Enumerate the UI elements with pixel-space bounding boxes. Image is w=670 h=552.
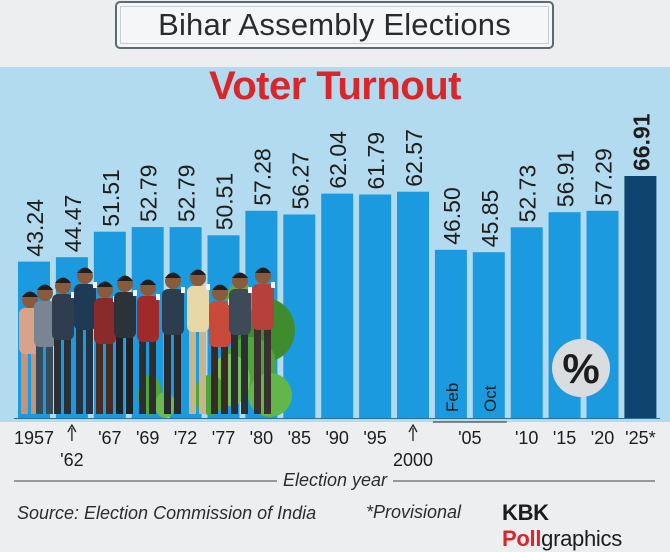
bar	[472, 252, 505, 418]
page-title: Bihar Assembly Elections	[158, 7, 511, 42]
tick-label: '72	[174, 428, 197, 448]
bar-chart: 43.24 44.47 51.51 52.79 52.79 50.51 57.28 56.27…	[14, 113, 660, 482]
brand-part-2: Poll	[502, 526, 542, 551]
voter-figure	[114, 275, 137, 414]
tick-label: '69	[136, 428, 159, 448]
data-label: 52.73	[515, 165, 541, 223]
data-label: 66.91	[628, 113, 654, 171]
data-label: 51.51	[98, 169, 124, 227]
tick-label: '95	[363, 428, 386, 448]
brand-logo: KBK Pollgraphics	[502, 500, 670, 552]
tick-label: '62	[60, 450, 83, 470]
tick-label: '85	[288, 428, 311, 448]
data-label: 46.50	[439, 187, 465, 245]
tick-arrow-head	[408, 423, 418, 433]
voter-figure	[229, 272, 252, 414]
bar	[434, 249, 467, 418]
bar	[510, 227, 543, 418]
percent-symbol: %	[562, 345, 599, 392]
percent-badge	[552, 339, 610, 397]
tick-label: '77	[212, 428, 235, 448]
title-box: Bihar Assembly Elections	[115, 1, 554, 49]
voter-figure	[34, 284, 57, 414]
tick-label: '90	[325, 428, 348, 448]
data-label: 62.04	[325, 131, 351, 189]
tick-label: '25*	[625, 428, 655, 448]
tick-label: '15	[553, 428, 576, 448]
tick-label-group: '05	[458, 428, 481, 448]
tick-label: 1957	[14, 428, 54, 448]
tick-label: Oct	[481, 385, 500, 412]
voter-figure	[209, 284, 232, 414]
brand-part-3: graphics	[541, 526, 622, 551]
data-label: 57.28	[249, 148, 275, 206]
tick-label: '20	[591, 428, 614, 448]
data-label: 44.47	[60, 195, 86, 253]
data-label: 61.79	[363, 132, 389, 190]
data-label: 57.29	[591, 148, 617, 206]
data-label: 56.91	[553, 150, 579, 208]
data-label: 52.79	[174, 165, 200, 223]
tick-label: '67	[98, 428, 121, 448]
voters-illustration	[19, 267, 295, 418]
data-label: 62.57	[401, 129, 427, 187]
chart-subtitle: Voter Turnout	[209, 64, 461, 108]
voter-figure	[74, 267, 97, 414]
data-label: 45.85	[477, 190, 503, 248]
brand-part-1: KBK	[502, 500, 549, 525]
bar	[359, 194, 392, 418]
voter-figure	[52, 277, 75, 414]
source-note: Source: Election Commission of India	[17, 503, 317, 523]
bar	[321, 193, 354, 418]
bar	[624, 176, 657, 418]
data-label: 52.79	[136, 165, 162, 223]
x-axis-label: Election year	[276, 470, 394, 490]
tick-label: Feb	[443, 383, 462, 412]
data-label: 43.24	[22, 199, 48, 257]
tick-label: '10	[515, 428, 538, 448]
voter-figure	[252, 267, 275, 414]
bar	[397, 191, 429, 418]
voter-figure	[137, 279, 160, 414]
provisional-note: *Provisional	[366, 502, 462, 522]
voter-figure	[162, 272, 185, 414]
tick-label: 2000	[393, 450, 433, 470]
x-axis-title: Election year	[0, 470, 670, 491]
data-label: 56.27	[287, 152, 313, 210]
tick-arrow-head	[67, 423, 77, 433]
tick-label: '80	[250, 428, 273, 448]
voter-figure	[187, 269, 210, 414]
data-label: 50.51	[212, 173, 238, 231]
